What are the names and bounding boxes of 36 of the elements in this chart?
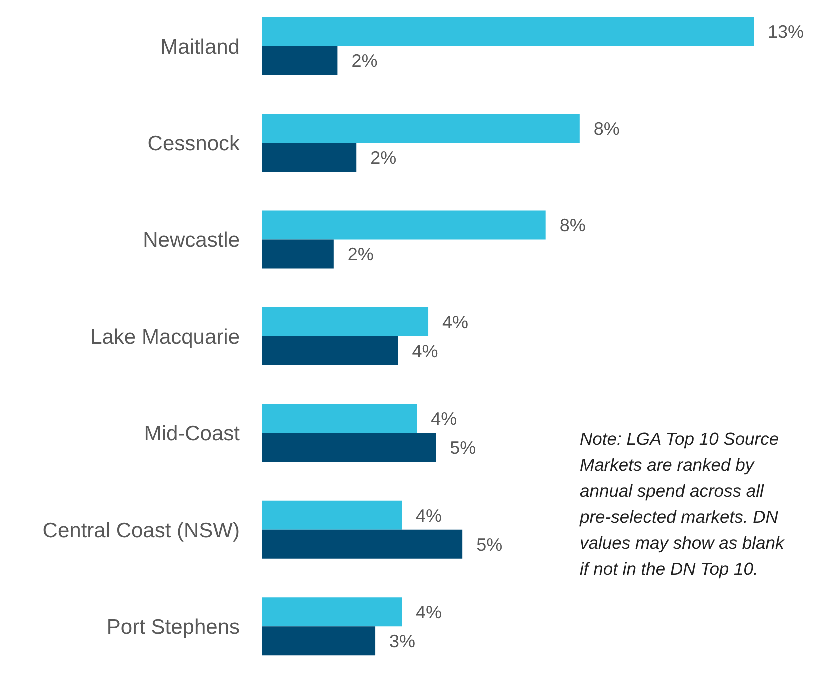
annotation: Note: LGA Top 10 Source Markets are ranked by annual spend across all pre-selected markets. DN values may show as blank if not in the DN Top 10.	[580, 426, 790, 582]
bar	[262, 307, 429, 336]
data-label: 2%	[352, 51, 378, 72]
data-label: 2%	[370, 148, 397, 168]
bar	[262, 143, 357, 172]
data-label: 4%	[412, 341, 438, 362]
bar	[262, 530, 463, 559]
y-tick-label: Mid-Coast	[144, 422, 240, 446]
data-label: 5%	[476, 534, 503, 555]
bar	[262, 433, 436, 462]
data-label: 4%	[431, 409, 458, 430]
y-tick-label: Newcastle	[143, 229, 240, 252]
data-label: 13%	[768, 22, 804, 42]
data-label: 8%	[594, 118, 620, 139]
y-tick-label: Central Coast (NSW)	[42, 519, 240, 542]
data-label: 5%	[450, 438, 476, 458]
data-label: 8%	[560, 216, 586, 236]
bar	[262, 46, 338, 76]
bar	[262, 240, 334, 269]
bar	[262, 500, 402, 530]
bar	[262, 17, 754, 46]
data-label: 2%	[348, 244, 374, 265]
data-label: 4%	[416, 506, 442, 526]
data-label: 4%	[442, 312, 469, 332]
bar	[262, 336, 398, 366]
data-label: 3%	[390, 632, 416, 652]
bar	[262, 114, 580, 144]
bar	[262, 626, 376, 656]
y-tick-label: Port Stephens	[106, 616, 240, 640]
y-tick-label: Cessnock	[148, 132, 240, 156]
bar	[262, 404, 418, 434]
bar	[262, 210, 546, 240]
data-label: 4%	[416, 602, 442, 623]
y-tick-label: Lake Macquarie	[90, 326, 240, 349]
bar	[262, 598, 402, 627]
y-tick-label: Maitland	[160, 36, 240, 59]
